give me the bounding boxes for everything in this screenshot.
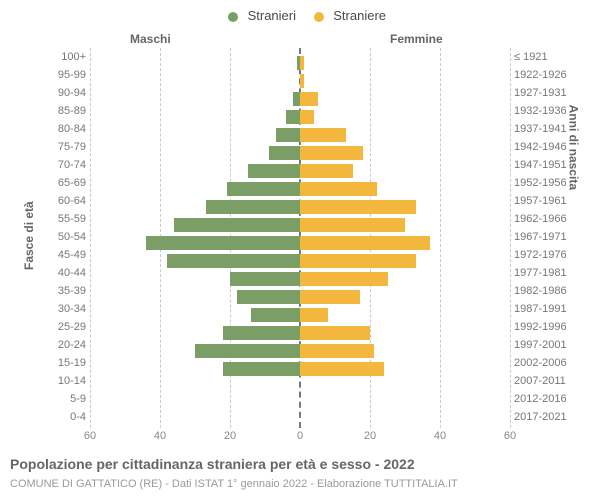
birth-year-label: 1992-1996: [514, 320, 584, 334]
bar-female: [300, 128, 346, 142]
age-label: 35-39: [48, 284, 86, 298]
birth-year-label: 1957-1961: [514, 194, 584, 208]
bar-female: [300, 182, 377, 196]
birth-year-label: 2002-2006: [514, 356, 584, 370]
birth-year-label: 1962-1966: [514, 212, 584, 226]
bar-female: [300, 362, 384, 376]
chart-title: Popolazione per cittadinanza straniera p…: [10, 456, 415, 472]
bar-male: [174, 218, 300, 232]
axis-title-left: Fasce di età: [22, 201, 36, 270]
gridline: [510, 48, 511, 428]
bar-male: [248, 164, 301, 178]
bar-female: [300, 92, 318, 106]
bar-male: [286, 110, 300, 124]
bar-female: [300, 146, 363, 160]
bar-male: [146, 236, 300, 250]
age-label: 60-64: [48, 194, 86, 208]
birth-year-label: ≤ 1921: [514, 50, 584, 64]
bar-male: [227, 182, 301, 196]
birth-year-label: 2017-2021: [514, 410, 584, 424]
age-label: 15-19: [48, 356, 86, 370]
bar-female: [300, 74, 304, 88]
age-label: 5-9: [48, 392, 86, 406]
bar-male: [251, 308, 300, 322]
age-label: 65-69: [48, 176, 86, 190]
x-tick-label: 60: [84, 430, 96, 442]
age-label: 70-74: [48, 158, 86, 172]
bar-female: [300, 218, 405, 232]
age-label: 85-89: [48, 104, 86, 118]
bar-female: [300, 200, 416, 214]
bar-male: [276, 128, 301, 142]
bars-male: [90, 0, 300, 380]
bar-male: [167, 254, 300, 268]
birth-year-label: 1967-1971: [514, 230, 584, 244]
bar-male: [293, 92, 300, 106]
x-tick-label: 40: [154, 430, 166, 442]
age-label: 0-4: [48, 410, 86, 424]
age-label: 25-29: [48, 320, 86, 334]
bar-female: [300, 272, 388, 286]
chart-subtitle: COMUNE DI GATTATICO (RE) - Dati ISTAT 1°…: [10, 478, 458, 490]
bar-female: [300, 290, 360, 304]
bar-female: [300, 110, 314, 124]
age-label: 50-54: [48, 230, 86, 244]
bar-male: [195, 344, 300, 358]
age-label: 75-79: [48, 140, 86, 154]
age-label: 100+: [48, 50, 86, 64]
chart-container: Stranieri Straniere Maschi Femmine 100+9…: [0, 0, 600, 500]
age-label: 90-94: [48, 86, 86, 100]
x-tick-label: 60: [504, 430, 516, 442]
birth-year-label: 2012-2016: [514, 392, 584, 406]
bar-male: [230, 272, 300, 286]
age-label: 30-34: [48, 302, 86, 316]
birth-year-label: 1987-1991: [514, 302, 584, 316]
bar-female: [300, 344, 374, 358]
bar-female: [300, 254, 416, 268]
bar-male: [237, 290, 300, 304]
birth-year-label: 1982-1986: [514, 284, 584, 298]
bar-female: [300, 164, 353, 178]
bar-female: [300, 308, 328, 322]
bar-female: [300, 326, 370, 340]
age-label: 95-99: [48, 68, 86, 82]
birth-year-label: 1977-1981: [514, 266, 584, 280]
axis-title-right: Anni di nascita: [566, 105, 580, 190]
x-tick-label: 20: [224, 430, 236, 442]
age-label: 80-84: [48, 122, 86, 136]
birth-year-label: 1927-1931: [514, 86, 584, 100]
bar-male: [223, 362, 300, 376]
x-tick-label: 40: [434, 430, 446, 442]
birth-year-label: 1922-1926: [514, 68, 584, 82]
bar-male: [206, 200, 301, 214]
bar-female: [300, 236, 430, 250]
bar-male: [223, 326, 300, 340]
bars-female: [300, 0, 510, 380]
age-label: 20-24: [48, 338, 86, 352]
bar-male: [269, 146, 301, 160]
age-label: 10-14: [48, 374, 86, 388]
birth-year-label: 1997-2001: [514, 338, 584, 352]
x-tick-label: 20: [364, 430, 376, 442]
birth-year-label: 1972-1976: [514, 248, 584, 262]
age-label: 55-59: [48, 212, 86, 226]
bar-female: [300, 56, 304, 70]
birth-year-label: 2007-2011: [514, 374, 584, 388]
x-tick-label: 0: [297, 430, 303, 442]
age-label: 40-44: [48, 266, 86, 280]
age-label: 45-49: [48, 248, 86, 262]
